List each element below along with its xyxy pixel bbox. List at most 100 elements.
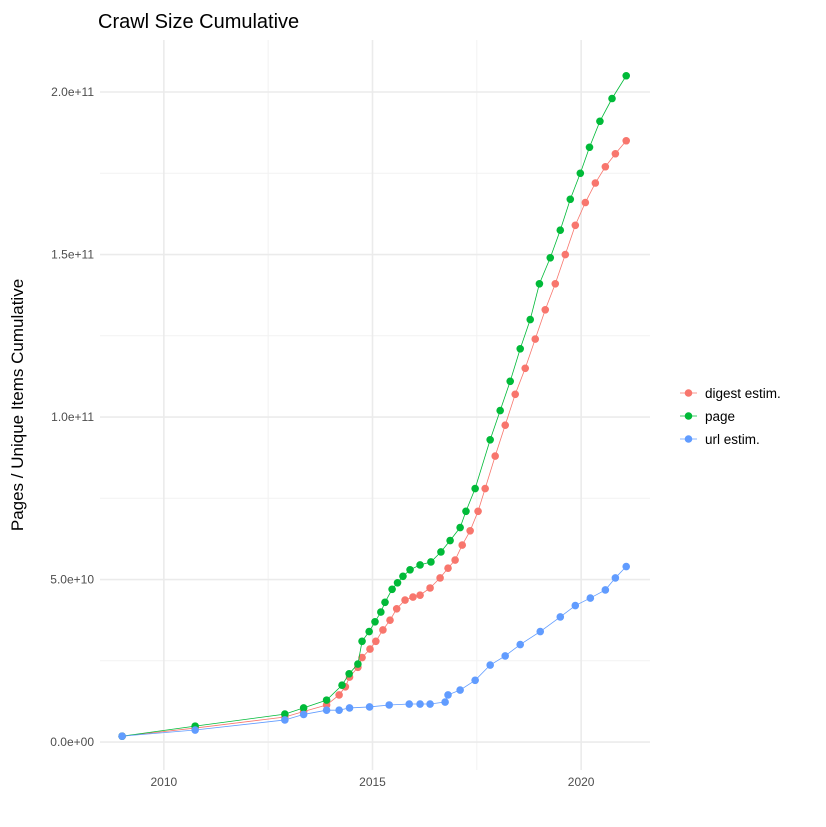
y-tick-label: 1.5e+11 [51,248,94,262]
data-point [385,701,393,709]
data-point [531,335,540,343]
data-point [486,661,494,669]
data-point [581,198,590,207]
axes: 0.0e+00 5.0e+10 1.0e+11 1.5e+11 2.0e+11 2010 2… [50,85,595,789]
data-point [372,637,380,646]
data-point [444,691,452,699]
data-point [566,195,575,204]
data-point [535,279,544,288]
data-point [405,700,414,708]
data-point [345,669,353,678]
chart-title: Crawl Size Cumulative [98,11,299,33]
series-url-estim- [118,562,631,740]
data-point [585,143,594,152]
data-point [536,627,545,636]
data-point [358,637,366,646]
data-point [436,574,444,582]
x-tick-label: 2010 [150,775,177,789]
data-point [416,700,424,708]
data-point [371,617,379,626]
data-point [426,700,434,708]
data-point [458,541,467,549]
data-point [486,435,494,444]
data-point [471,676,479,685]
data-point [299,704,308,712]
data-point [345,704,354,712]
series-page [118,71,631,740]
data-point [506,377,515,386]
data-point [608,94,616,103]
data-point [491,452,499,460]
data-point [392,604,401,613]
legend-label: page [705,409,735,424]
data-point [388,585,396,594]
data-point [561,250,570,259]
legend-label: digest estim. [705,386,781,401]
data-point [365,627,373,636]
y-tick-label: 1.0e+11 [51,410,94,424]
data-point [366,645,374,653]
data-point [622,136,631,145]
x-tick-label: 2020 [568,775,595,789]
y-tick-label: 5.0e+10 [50,573,94,587]
data-point [501,652,509,660]
data-point [191,726,199,734]
data-point [462,507,470,516]
data-point [546,253,555,262]
data-point [556,613,565,621]
data-point [622,562,631,571]
legend-key-point [684,412,693,420]
data-point [511,390,520,399]
legend-key-point [684,435,693,443]
legend-label: url estim. [705,432,760,447]
data-point [354,660,362,668]
data-point [401,596,409,604]
data-point [365,703,374,711]
data-point [281,710,289,718]
data-point [406,565,414,574]
data-point [437,548,445,556]
y-axis-label: Pages / Unique Items Cumulative [8,279,27,531]
data-point [409,593,417,601]
series-line [122,140,627,737]
data-point [471,484,479,493]
data-point [541,305,550,314]
data-point [379,626,387,634]
data-point [381,598,389,607]
data-point [516,344,525,353]
data-point [601,162,610,171]
data-point [444,564,452,572]
data-point [335,691,343,699]
data-point [611,149,620,158]
y-tick-label: 2.0e+11 [51,85,94,99]
data-point [496,406,504,415]
data-point [551,279,560,288]
data-point [335,706,343,714]
data-point [611,574,620,582]
data-point [338,681,346,689]
series-layer [118,71,631,740]
data-point [416,591,424,599]
data-point [521,364,530,373]
data-point [516,640,525,649]
data-point [322,706,331,714]
data-point [118,732,126,740]
data-point [427,558,435,566]
data-point [426,584,434,592]
data-point [466,526,474,535]
data-point [281,716,289,724]
data-point [451,556,459,564]
data-point [556,226,565,234]
data-point [456,523,464,532]
y-tick-label: 0.0e+00 [50,735,94,749]
data-point [358,653,366,662]
data-point [526,315,535,324]
data-point [299,710,308,719]
data-point [576,169,585,178]
data-point [481,484,489,493]
data-point [474,507,482,516]
data-point [441,698,449,706]
data-point [416,561,424,569]
data-point [571,601,580,610]
